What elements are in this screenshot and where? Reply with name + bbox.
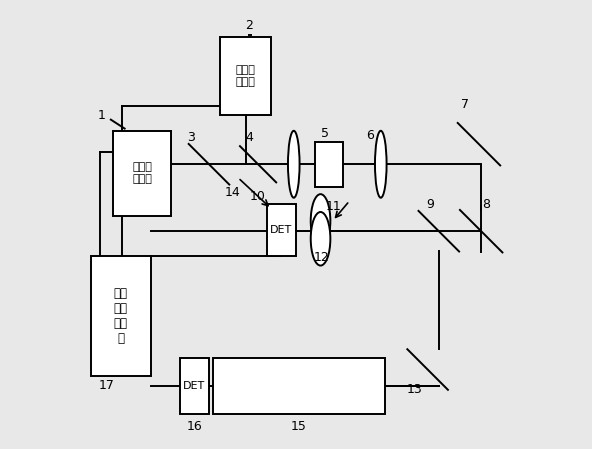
Bar <box>267 204 296 256</box>
Text: 半导体
激光器: 半导体 激光器 <box>236 66 256 87</box>
Text: 7: 7 <box>461 97 469 110</box>
Text: 9: 9 <box>426 198 434 211</box>
Bar <box>113 131 171 216</box>
Text: 13: 13 <box>406 383 422 396</box>
Text: 4: 4 <box>245 131 253 144</box>
Text: 16: 16 <box>186 420 202 433</box>
Bar <box>91 256 151 376</box>
Text: 1: 1 <box>98 109 106 122</box>
Bar <box>315 142 343 187</box>
Ellipse shape <box>311 212 330 265</box>
Bar <box>180 358 209 414</box>
Text: 10: 10 <box>250 190 266 203</box>
Text: 17: 17 <box>98 379 114 392</box>
Ellipse shape <box>311 194 330 248</box>
Text: 6: 6 <box>366 129 374 142</box>
Ellipse shape <box>375 131 387 198</box>
Text: 信号
控制
分析
器: 信号 控制 分析 器 <box>114 287 128 345</box>
Ellipse shape <box>288 131 300 198</box>
Text: DET: DET <box>184 381 205 391</box>
Text: DET: DET <box>271 225 292 235</box>
Text: 11: 11 <box>326 200 342 213</box>
Text: 8: 8 <box>482 198 490 211</box>
Bar <box>214 358 385 414</box>
Text: 2: 2 <box>245 19 253 32</box>
Text: 14: 14 <box>225 186 240 199</box>
Text: 15: 15 <box>290 420 306 433</box>
Text: 5: 5 <box>321 127 329 140</box>
Text: 3: 3 <box>187 131 195 144</box>
Text: 12: 12 <box>314 251 330 264</box>
Text: 半导体
激光器: 半导体 激光器 <box>132 163 152 184</box>
Bar <box>220 37 272 115</box>
